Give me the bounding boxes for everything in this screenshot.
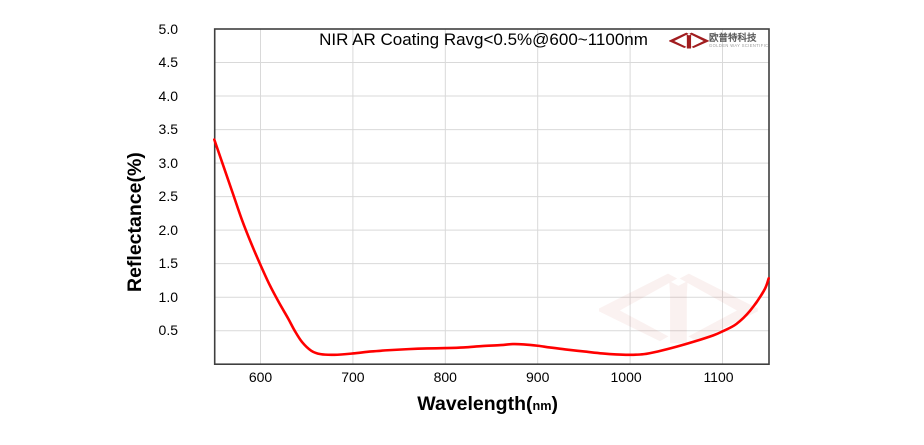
svg-text:GOLDEN WAY SCIENTIFIC: GOLDEN WAY SCIENTIFIC: [709, 43, 769, 48]
